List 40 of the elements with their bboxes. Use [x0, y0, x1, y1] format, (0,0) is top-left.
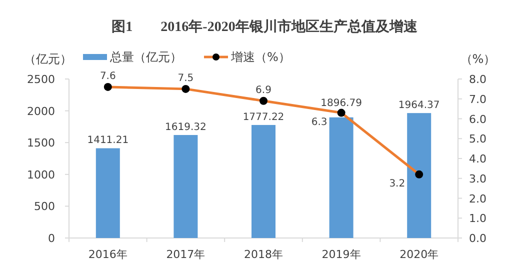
data-label: 1896.79 — [320, 98, 362, 109]
y2-tick-label: 3.0 — [469, 172, 486, 186]
bar — [329, 117, 354, 238]
data-label: 6.9 — [256, 84, 272, 96]
x-tick-label: 2016年 — [88, 248, 128, 261]
x-tick-label: 2018年 — [244, 248, 283, 261]
legend-label: 总量（亿元） — [109, 50, 182, 64]
bar — [174, 135, 198, 238]
y2-tick-label: 6.0 — [469, 112, 486, 126]
data-label: 1411.21 — [87, 135, 129, 146]
bar — [407, 113, 432, 238]
y-axis-title: （亿元） — [24, 52, 72, 66]
bar — [96, 148, 120, 238]
data-label: 3.2 — [389, 178, 406, 190]
y2-tick-label: 5.0 — [469, 132, 486, 146]
y-tick-label: 500 — [34, 200, 55, 214]
data-label: 1777.22 — [242, 112, 284, 123]
chart-title: 图1 2016年-2020年银川市地区生产总值及增速 — [112, 18, 418, 35]
data-label: 6.3 — [311, 116, 328, 128]
bar — [252, 124, 276, 238]
data-label: 1619.32 — [165, 122, 206, 134]
y2-tick-label: 0.0 — [469, 232, 486, 245]
x-tick-label: 2017年 — [166, 248, 206, 261]
legend-label: 增速（%） — [230, 50, 290, 64]
y2-tick-label: 8.0 — [469, 73, 486, 86]
y-tick-label: 2500 — [27, 73, 55, 86]
data-label: 7.6 — [100, 70, 116, 82]
y2-tick-label: 2.0 — [469, 192, 486, 206]
y2-axis-title: （%） — [460, 52, 496, 66]
y-tick-label: 1500 — [27, 136, 55, 150]
y2-tick-label: 1.0 — [469, 212, 486, 226]
x-tick-label: 2020年 — [400, 248, 439, 261]
y-tick-label: 1000 — [27, 168, 55, 182]
data-label: 1964.37 — [398, 100, 440, 112]
data-label: 7.5 — [178, 72, 194, 84]
y2-tick-label: 7.0 — [469, 92, 486, 106]
x-tick-label: 2019年 — [322, 248, 361, 261]
y2-tick-label: 4.0 — [469, 152, 486, 166]
y-tick-label: 0 — [48, 232, 55, 245]
y-tick-label: 2000 — [27, 104, 55, 118]
